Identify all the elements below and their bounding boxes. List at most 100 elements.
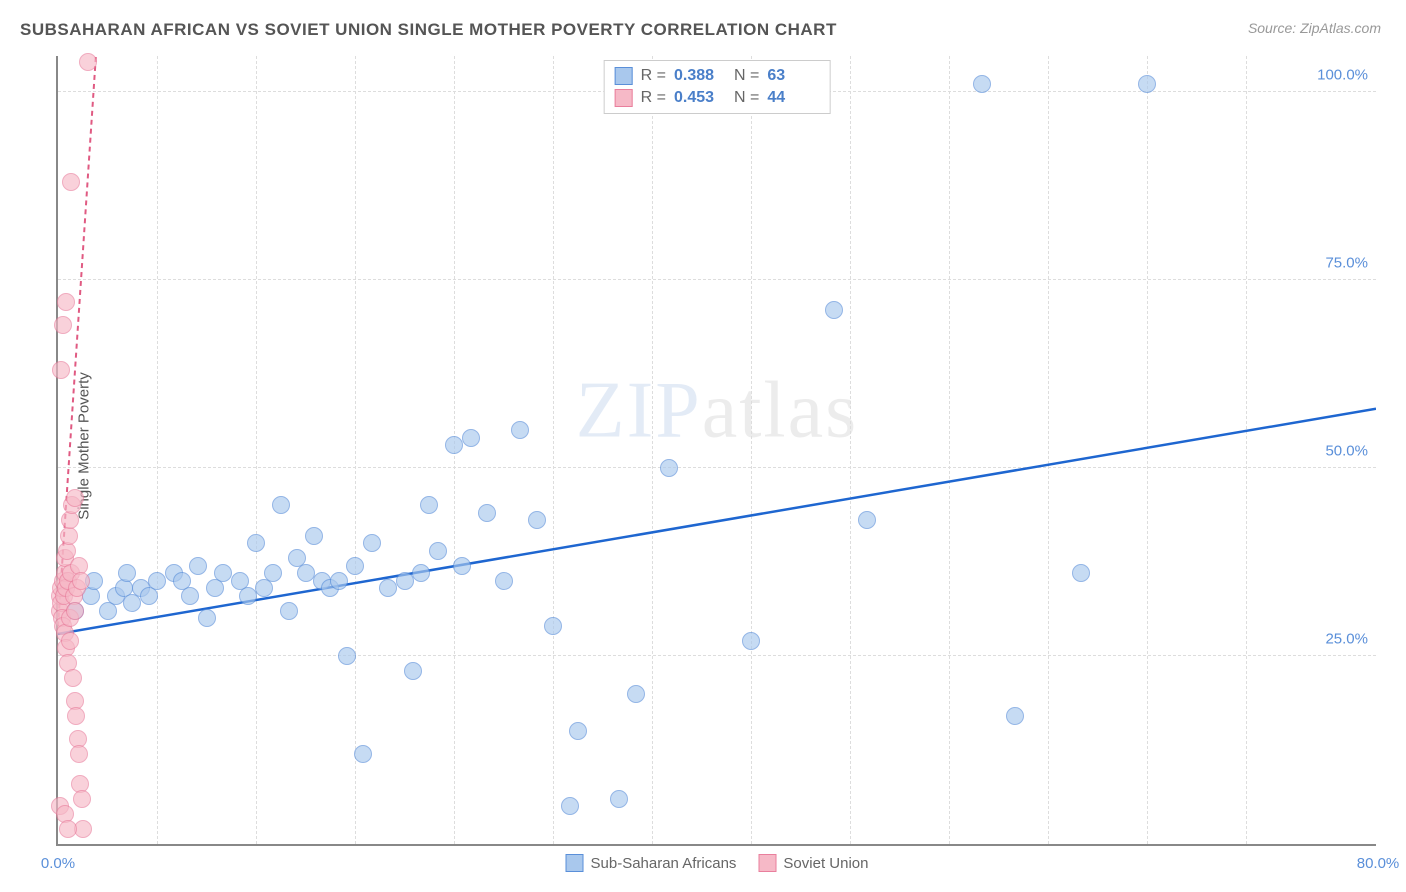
data-point xyxy=(62,173,80,191)
watermark-zip: ZIP xyxy=(576,366,702,454)
data-point xyxy=(1138,75,1156,93)
legend-swatch xyxy=(758,854,776,872)
data-point xyxy=(858,511,876,529)
gridline-v xyxy=(157,56,158,844)
stats-r-label: R = xyxy=(641,89,666,107)
stats-swatch xyxy=(615,89,633,107)
legend-swatch xyxy=(566,854,584,872)
stats-r-value: 0.388 xyxy=(674,67,726,85)
data-point xyxy=(346,557,364,575)
gridline-v xyxy=(256,56,257,844)
data-point xyxy=(462,429,480,447)
data-point xyxy=(280,602,298,620)
y-tick-label: 75.0% xyxy=(1325,254,1368,271)
stats-n-value: 63 xyxy=(767,67,819,85)
data-point xyxy=(544,617,562,635)
data-point xyxy=(66,489,84,507)
y-tick-label: 50.0% xyxy=(1325,442,1368,459)
x-tick-label: 80.0% xyxy=(1357,855,1400,872)
stats-n-label: N = xyxy=(734,67,759,85)
data-point xyxy=(1006,707,1024,725)
data-point xyxy=(52,361,70,379)
gridline-v xyxy=(949,56,950,844)
stats-row: R = 0.453 N = 44 xyxy=(615,87,820,109)
data-point xyxy=(61,632,79,650)
data-point xyxy=(478,504,496,522)
data-point xyxy=(66,602,84,620)
x-tick-label: 0.0% xyxy=(41,855,75,872)
data-point xyxy=(973,75,991,93)
y-tick-label: 100.0% xyxy=(1317,66,1368,83)
gridline-v xyxy=(553,56,554,844)
watermark-atlas: atlas xyxy=(702,366,859,454)
data-point xyxy=(198,609,216,627)
data-point xyxy=(73,790,91,808)
data-point xyxy=(67,707,85,725)
stats-n-value: 44 xyxy=(767,89,819,107)
data-point xyxy=(445,436,463,454)
data-point xyxy=(742,632,760,650)
data-point xyxy=(396,572,414,590)
stats-row: R = 0.388 N = 63 xyxy=(615,65,820,87)
data-point xyxy=(610,790,628,808)
plot-area: ZIPatlas 25.0%50.0%75.0%100.0% 0.0%80.0%… xyxy=(56,56,1376,846)
y-tick-label: 25.0% xyxy=(1325,630,1368,647)
data-point xyxy=(70,745,88,763)
chart-title: SUBSAHARAN AFRICAN VS SOVIET UNION SINGL… xyxy=(20,20,837,40)
data-point xyxy=(330,572,348,590)
gridline-v xyxy=(850,56,851,844)
gridline-v xyxy=(355,56,356,844)
data-point xyxy=(404,662,422,680)
data-point xyxy=(264,564,282,582)
data-point xyxy=(148,572,166,590)
data-point xyxy=(354,745,372,763)
stats-r-value: 0.453 xyxy=(674,89,726,107)
data-point xyxy=(59,820,77,838)
data-point xyxy=(239,587,257,605)
gridline-v xyxy=(652,56,653,844)
data-point xyxy=(57,293,75,311)
data-point xyxy=(247,534,265,552)
data-point xyxy=(825,301,843,319)
data-point xyxy=(72,572,90,590)
data-point xyxy=(627,685,645,703)
data-point xyxy=(79,53,97,71)
data-point xyxy=(561,797,579,815)
gridline-v xyxy=(1246,56,1247,844)
data-point xyxy=(420,496,438,514)
data-point xyxy=(660,459,678,477)
data-point xyxy=(189,557,207,575)
data-point xyxy=(214,564,232,582)
gridline-v xyxy=(1048,56,1049,844)
legend-label: Soviet Union xyxy=(783,855,868,872)
legend-item: Soviet Union xyxy=(758,854,868,872)
legend-label: Sub-Saharan Africans xyxy=(591,855,737,872)
data-point xyxy=(54,316,72,334)
legend-item: Sub-Saharan Africans xyxy=(566,854,737,872)
data-point xyxy=(64,669,82,687)
legend: Sub-Saharan Africans Soviet Union xyxy=(566,854,869,872)
data-point xyxy=(338,647,356,665)
data-point xyxy=(297,564,315,582)
stats-r-label: R = xyxy=(641,67,666,85)
data-point xyxy=(379,579,397,597)
gridline-v xyxy=(1147,56,1148,844)
data-point xyxy=(305,527,323,545)
data-point xyxy=(453,557,471,575)
stats-n-label: N = xyxy=(734,89,759,107)
gridline-v xyxy=(751,56,752,844)
data-point xyxy=(528,511,546,529)
source-label: Source: ZipAtlas.com xyxy=(1248,20,1381,36)
data-point xyxy=(429,542,447,560)
data-point xyxy=(569,722,587,740)
stats-box: R = 0.388 N = 63 R = 0.453 N = 44 xyxy=(604,60,831,114)
data-point xyxy=(118,564,136,582)
data-point xyxy=(511,421,529,439)
data-point xyxy=(272,496,290,514)
stats-swatch xyxy=(615,67,633,85)
watermark: ZIPatlas xyxy=(576,365,859,456)
data-point xyxy=(1072,564,1090,582)
data-point xyxy=(412,564,430,582)
data-point xyxy=(495,572,513,590)
data-point xyxy=(181,587,199,605)
